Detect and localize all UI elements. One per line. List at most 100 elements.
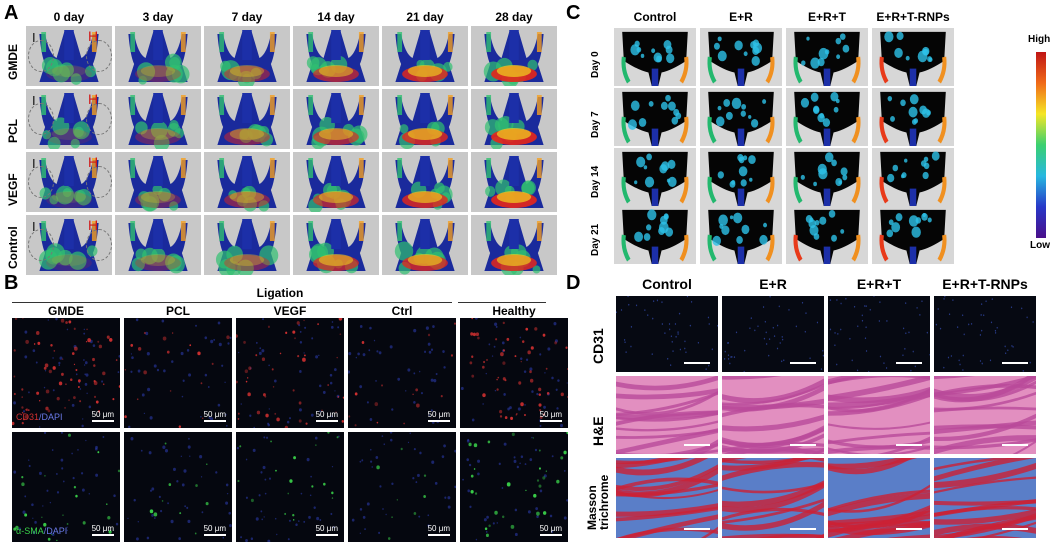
- doppler-perfusion-image: [700, 88, 782, 146]
- scale-bar-line: [427, 534, 450, 536]
- panel-c-row-label: Day 21: [590, 223, 601, 256]
- cd31-marker: CD31: [16, 412, 40, 422]
- histology-image: [616, 296, 718, 372]
- panel-a-row-label: Control: [6, 226, 20, 269]
- doppler-perfusion-image: [700, 206, 782, 264]
- scale-bar-line: [315, 534, 338, 536]
- scale-bar-line: [1002, 362, 1028, 364]
- healthy-limb-circle: [86, 229, 112, 261]
- doppler-perfusion-image: [786, 206, 868, 264]
- healthy-mark: H: [88, 28, 99, 44]
- panel-d-col-label: E+R: [759, 276, 787, 292]
- scale-bar-line: [91, 534, 114, 536]
- scale-bar-text: 50 μm: [315, 524, 338, 533]
- panel-d-row-label: CD31: [590, 328, 606, 364]
- scale-bar: 50 μm: [540, 524, 562, 536]
- healthy-limb-circle: [86, 166, 112, 198]
- scale-bar-text: 50 μm: [203, 524, 226, 533]
- histology-image: [722, 376, 824, 454]
- scale-bar-text: 50 μm: [427, 524, 450, 533]
- alpha-sma-fluorescence-image: 50 μm α-SMA/DAPI: [12, 432, 120, 542]
- thermal-mouse-image: [204, 89, 290, 149]
- doppler-perfusion-image: [872, 28, 954, 86]
- panel-c-col-label: E+R+T-RNPs: [876, 10, 950, 24]
- scale-bar-line: [539, 420, 562, 422]
- panel-a-row-label: PCL: [6, 119, 20, 143]
- thermal-mouse-image: [471, 89, 557, 149]
- panel-a-col-label: 0 day: [53, 10, 85, 24]
- thermal-mouse-image: [293, 26, 379, 86]
- scale-bar-line: [896, 362, 922, 364]
- panel-b-col-label: VEGF: [273, 304, 307, 318]
- thermal-mouse-image: [382, 89, 468, 149]
- panel-d-col-label: E+R+T: [856, 276, 902, 292]
- panel-b-col-label: Ctrl: [391, 304, 413, 318]
- thermal-mouse-image: [471, 152, 557, 212]
- panel-b-col-label: GMDE: [48, 304, 84, 318]
- scale-bar-line: [91, 420, 114, 422]
- colorbar: [1036, 52, 1046, 238]
- cd31-fluorescence-image: 50 μm: [348, 318, 456, 428]
- colorbar-low-label: Low: [1030, 240, 1050, 251]
- alpha-sma-fluorescence-image: 50 μm: [460, 432, 568, 542]
- colorbar-high-label: High: [1028, 34, 1051, 45]
- scale-bar-text: 50 μm: [91, 410, 114, 419]
- alpha-sma-fluorescence-image: 50 μm: [236, 432, 344, 542]
- histology-image: [934, 376, 1036, 454]
- healthy-mark: H: [88, 154, 99, 170]
- scale-bar-line: [1002, 528, 1028, 530]
- panel-a-col-label: 3 day: [142, 10, 174, 24]
- healthy-mark: H: [88, 91, 99, 107]
- ischemic-limb-circle: [28, 229, 54, 261]
- panel-a-label: A: [4, 2, 19, 24]
- cd31-fluorescence-image: 50 μm: [236, 318, 344, 428]
- row1-stain-label: CD31/DAPI: [16, 412, 63, 422]
- panel-c-row-label: Day 0: [590, 51, 601, 78]
- scale-bar-text: 50 μm: [91, 524, 114, 533]
- scale-bar-line: [427, 420, 450, 422]
- scale-bar-line: [684, 362, 710, 364]
- doppler-perfusion-image: [614, 148, 696, 206]
- scale-bar-line: [539, 534, 562, 536]
- scale-bar: 50 μm: [428, 410, 450, 422]
- thermal-mouse-image: [293, 215, 379, 275]
- doppler-perfusion-image: [872, 206, 954, 264]
- scale-bar: 50 μm: [316, 410, 338, 422]
- thermal-mouse-image: [471, 26, 557, 86]
- thermal-mouse-image: [471, 215, 557, 275]
- scale-bar-line: [203, 420, 226, 422]
- histology-image: [616, 376, 718, 454]
- healthy-limb-circle: [86, 40, 112, 72]
- doppler-perfusion-image: [786, 148, 868, 206]
- thermal-mouse-image: [382, 26, 468, 86]
- ischemic-mark: I: [32, 156, 36, 171]
- scale-bar-text: 50 μm: [539, 410, 562, 419]
- thermal-mouse-image: [204, 26, 290, 86]
- ischemic-mark: I: [32, 219, 36, 234]
- thermal-mouse-image: [204, 152, 290, 212]
- scale-bar-line: [684, 444, 710, 446]
- ischemic-mark: I: [32, 30, 36, 45]
- thermal-mouse-image: [382, 215, 468, 275]
- scale-bar-line: [896, 528, 922, 530]
- scale-bar: 50 μm: [92, 524, 114, 536]
- panel-d-row-label: H&E: [590, 416, 606, 446]
- panel-a-row-label: VEGF: [6, 173, 20, 206]
- scale-bar: 50 μm: [428, 524, 450, 536]
- ischemic-limb-circle: [28, 103, 54, 135]
- panel-c-row-label: Day 7: [590, 111, 601, 138]
- panel-d-col-label: E+R+T-RNPs: [942, 276, 1028, 292]
- doppler-perfusion-image: [700, 28, 782, 86]
- scale-bar-line: [790, 528, 816, 530]
- thermal-mouse-image: [382, 152, 468, 212]
- panel-d-row-label: Masson trichrome: [585, 474, 611, 530]
- panel-b-col-label: Healthy: [492, 304, 536, 318]
- histology-image: [828, 376, 930, 454]
- healthy-mark: H: [88, 217, 99, 233]
- ischemic-limb-circle: [28, 166, 54, 198]
- ligation-title: Ligation: [256, 286, 304, 300]
- doppler-perfusion-image: [786, 28, 868, 86]
